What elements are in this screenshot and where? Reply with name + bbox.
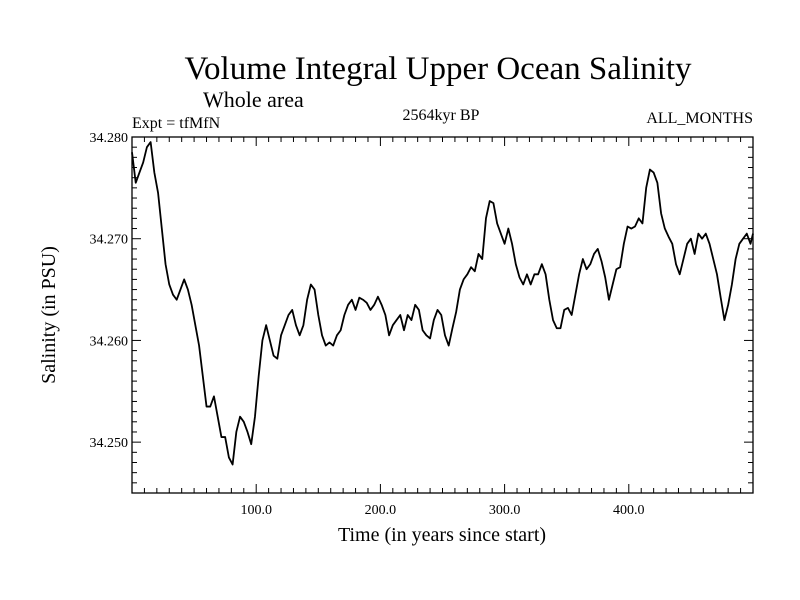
x-axis-ticks [143,137,742,493]
y-axis-label: Salinity (in PSU) [38,246,60,384]
x-axis-label: Time (in years since start) [338,524,546,546]
x-tick-label: 200.0 [365,503,397,518]
x-tick-label: 100.0 [240,503,272,518]
y-tick-label: 34.250 [90,436,129,451]
y-tick-label: 34.280 [90,131,129,146]
x-axis-tick-labels: 100.0 200.0 300.0 400.0 [240,503,644,518]
expt-label: Expt = tfMfN [132,115,221,132]
months-label: ALL_MONTHS [646,110,753,127]
chart-subtitle: Whole area [203,87,304,112]
y-tick-label: 34.270 [90,233,129,248]
chart-title: Volume Integral Upper Ocean Salinity [184,51,692,87]
y-axis-tick-labels: 34.250 34.260 34.270 34.280 [90,131,129,451]
salinity-series-line [131,141,754,466]
period-label: 2564kyr BP [403,107,480,124]
y-tick-label: 34.260 [90,334,129,349]
x-tick-label: 400.0 [613,503,645,518]
x-tick-label: 300.0 [489,503,521,518]
